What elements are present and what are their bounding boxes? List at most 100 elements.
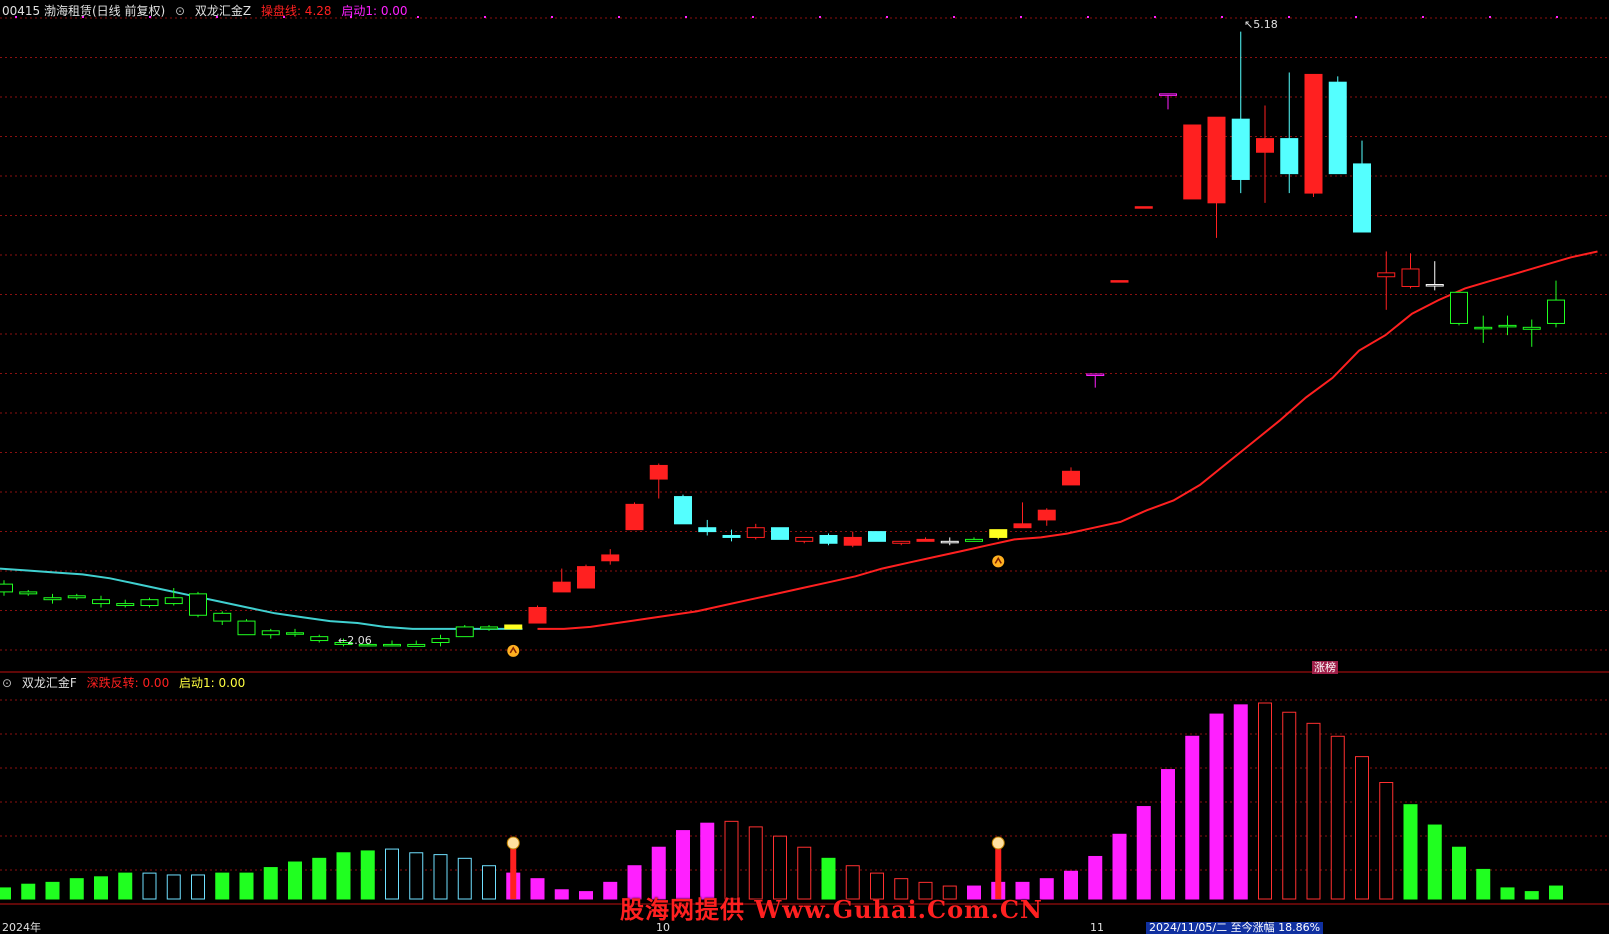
candle-body xyxy=(552,581,571,593)
candle-body xyxy=(746,527,765,538)
indicator-toggle-icon[interactable]: ⊙ xyxy=(175,4,186,18)
sub-indicator-name[interactable]: 双龙汇金F xyxy=(21,676,77,690)
indicator-bar xyxy=(142,872,157,900)
indicator-bar xyxy=(700,822,715,900)
indicator-bar xyxy=(69,878,84,900)
candle-body xyxy=(164,597,183,605)
candle-body xyxy=(1134,206,1153,209)
top-marker-dot xyxy=(752,16,754,18)
main-indicator-name[interactable]: 双龙汇金Z xyxy=(194,4,252,18)
candle-body xyxy=(358,643,377,647)
indicator-bar xyxy=(457,857,472,900)
low-price-label: ←2.06 xyxy=(338,634,372,647)
top-marker-dot xyxy=(149,16,151,18)
date-axis-start: 2024年 xyxy=(2,921,41,934)
candle-body xyxy=(261,630,280,636)
candle-body xyxy=(480,626,498,630)
buy-signal-arrow xyxy=(994,556,1002,564)
candle-body xyxy=(1086,373,1105,377)
indicator-bar xyxy=(1355,756,1369,900)
money-bag-icon xyxy=(506,836,520,850)
candle-body xyxy=(383,643,401,647)
indicator-bar xyxy=(1379,782,1394,900)
top-marker-dot xyxy=(484,16,486,18)
indicator-bar xyxy=(627,865,642,900)
signal-bar xyxy=(995,848,1002,899)
indicator-bar xyxy=(288,861,302,900)
top-marker-dot xyxy=(350,16,352,18)
candle-body xyxy=(1037,509,1056,521)
sub-indicator-icon[interactable]: ⊙ xyxy=(2,676,13,690)
candle-body xyxy=(334,641,353,645)
operation-line-label: 操盘线: 4.28 xyxy=(260,4,332,18)
indicator-bar xyxy=(94,876,108,900)
top-marker-dot xyxy=(1087,16,1089,18)
top-marker-dot xyxy=(1355,16,1357,18)
candle-body xyxy=(504,624,523,630)
top-marker-dot xyxy=(1288,16,1290,18)
indicator-bar xyxy=(45,881,60,900)
candle-body xyxy=(674,496,692,525)
indicator-bar xyxy=(724,820,739,900)
indicator-bar xyxy=(554,889,569,900)
candle-body xyxy=(1231,118,1250,180)
indicator-bar xyxy=(312,857,327,900)
candle-body xyxy=(43,597,62,601)
indicator-bar xyxy=(1039,878,1054,900)
signal-bar xyxy=(510,848,517,899)
indicator-bar xyxy=(1476,868,1491,900)
candle-body xyxy=(1280,138,1299,175)
indicator-bar xyxy=(336,852,351,900)
top-marker-dot xyxy=(1422,16,1424,18)
indicator-bar xyxy=(797,846,812,900)
sub-start1-label: 启动1: 0.00 xyxy=(179,676,246,690)
sub-header: ⊙ 双龙汇金F 深跌反转: 0.00 启动1: 0.00 xyxy=(2,674,251,691)
indicator-bar xyxy=(1500,887,1515,900)
top-marker-dot xyxy=(283,16,285,18)
indicator-bar xyxy=(1015,881,1030,900)
candle-body xyxy=(940,540,959,544)
indicator-bar xyxy=(967,885,981,900)
indicator-bar xyxy=(845,865,860,900)
candle-body xyxy=(455,626,474,638)
candle-body xyxy=(819,534,838,544)
low-price-value: 2.06 xyxy=(347,634,372,647)
indicator-bar xyxy=(482,865,496,900)
candle-body xyxy=(310,636,329,642)
candle-body xyxy=(892,540,911,544)
candle-body xyxy=(116,603,135,607)
indicator-bar xyxy=(1209,713,1224,900)
candle-body xyxy=(92,599,110,605)
indicator-bar xyxy=(773,835,787,900)
candle-body xyxy=(771,527,789,540)
indicator-bar xyxy=(0,887,11,900)
indicator-bar xyxy=(433,854,448,900)
candle-body xyxy=(1377,272,1396,278)
candle-body xyxy=(237,620,256,636)
indicator-bar xyxy=(870,872,884,900)
indicator-bar xyxy=(676,830,690,900)
top-marker-dot xyxy=(685,16,687,18)
candle-body xyxy=(1547,299,1565,324)
top-marker-dot xyxy=(417,16,419,18)
deep-reversal-label: 深跌反转: 0.00 xyxy=(86,676,170,690)
date-axis-tick-11: 11 xyxy=(1090,921,1104,934)
indicator-bar xyxy=(409,852,424,900)
indicator-bar xyxy=(748,826,763,900)
indicator-bar xyxy=(1549,885,1563,900)
candle-body xyxy=(1183,124,1202,200)
indicator-bar xyxy=(118,872,133,900)
indicator-bar xyxy=(579,891,593,900)
ma-cyan-line xyxy=(0,567,523,630)
candle-body xyxy=(795,536,814,542)
candle-body xyxy=(431,638,450,643)
candle-body xyxy=(1353,163,1371,233)
top-marker-dot xyxy=(1221,16,1223,18)
indicator-bar xyxy=(1161,769,1175,900)
indicator-bar xyxy=(21,883,36,900)
candle-body xyxy=(19,591,38,595)
limit-up-badge[interactable]: 涨榜 xyxy=(1312,661,1338,674)
indicator-bar xyxy=(239,872,254,900)
indicator-bar xyxy=(1452,846,1466,900)
